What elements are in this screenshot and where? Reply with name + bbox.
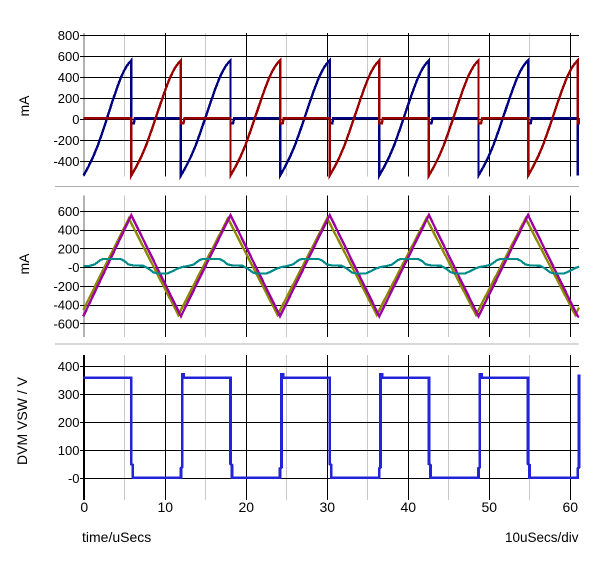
- svg-text:-400: -400: [53, 298, 79, 313]
- svg-text:20: 20: [239, 499, 255, 515]
- svg-text:200: 200: [58, 242, 80, 257]
- svg-text:600: 600: [58, 204, 80, 219]
- svg-text:DVM VSW / V: DVM VSW / V: [14, 376, 30, 465]
- svg-text:400: 400: [58, 70, 80, 85]
- svg-text:-0: -0: [68, 260, 80, 275]
- svg-text:300: 300: [58, 387, 80, 402]
- svg-text:200: 200: [58, 415, 80, 430]
- svg-text:mA: mA: [16, 253, 32, 275]
- svg-text:-200: -200: [53, 279, 79, 294]
- svg-text:-600: -600: [53, 316, 79, 331]
- svg-text:time/uSecs: time/uSecs: [82, 529, 151, 545]
- svg-text:0: 0: [72, 112, 79, 127]
- svg-text:mA: mA: [16, 95, 32, 117]
- svg-text:-200: -200: [53, 133, 79, 148]
- svg-text:800: 800: [58, 28, 80, 43]
- svg-text:60: 60: [563, 499, 579, 515]
- svg-text:400: 400: [58, 223, 80, 238]
- svg-text:0: 0: [80, 499, 88, 515]
- svg-text:600: 600: [58, 49, 80, 64]
- svg-text:100: 100: [58, 443, 80, 458]
- svg-text:-400: -400: [53, 154, 79, 169]
- svg-text:40: 40: [401, 499, 417, 515]
- svg-text:10: 10: [158, 499, 174, 515]
- svg-text:200: 200: [58, 91, 80, 106]
- svg-text:-0: -0: [68, 471, 80, 486]
- svg-text:30: 30: [320, 499, 336, 515]
- svg-text:10uSecs/div: 10uSecs/div: [505, 530, 579, 545]
- svg-text:400: 400: [58, 359, 80, 374]
- svg-text:50: 50: [482, 499, 498, 515]
